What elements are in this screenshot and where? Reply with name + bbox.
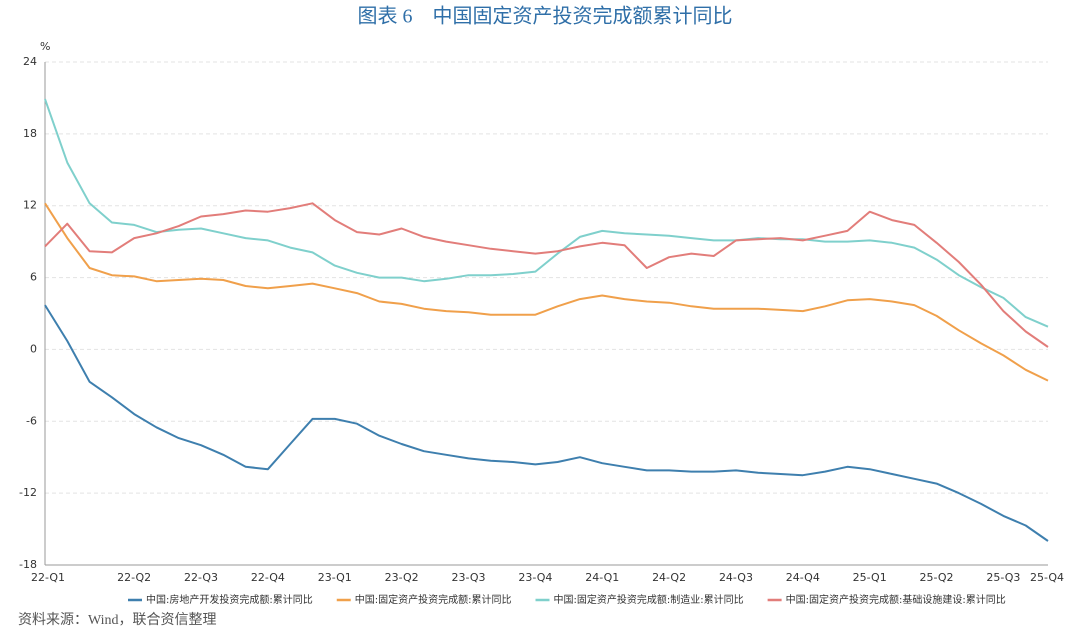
y-tick-label: -6 — [26, 414, 37, 427]
legend-label: 中国:固定资产投资完成额:制造业:累计同比 — [554, 593, 744, 606]
x-tick-label: 25-Q4 — [1030, 571, 1064, 584]
y-unit: % — [40, 40, 50, 53]
y-tick-label: 24 — [23, 55, 37, 68]
x-tick-label: 22-Q1 — [31, 571, 65, 584]
x-tick-label: 24-Q2 — [652, 571, 686, 584]
x-tick-label: 24-Q3 — [719, 571, 753, 584]
series-line — [44, 202, 1049, 382]
x-tick-label: 23-Q3 — [451, 571, 485, 584]
x-tick-label: 24-Q4 — [786, 571, 820, 584]
x-tick-label: 23-Q1 — [318, 571, 352, 584]
legend-label: 中国:固定资产投资完成额:累计同比 — [355, 593, 512, 606]
series-line — [44, 98, 1049, 328]
x-tick-label: 22-Q3 — [184, 571, 218, 584]
series-line — [44, 304, 1049, 542]
y-tick-label: -12 — [19, 486, 37, 499]
chart-title: 图表 6 中国固定资产投资完成额累计同比 — [358, 5, 733, 28]
legend-label: 中国:固定资产投资完成额:基础设施建设:累计同比 — [786, 593, 1006, 606]
x-tick-label: 23-Q2 — [385, 571, 419, 584]
x-tick-label: 22-Q2 — [117, 571, 151, 584]
x-tick-label: 24-Q1 — [585, 571, 619, 584]
series-line — [44, 202, 1049, 348]
x-tick-label: 23-Q4 — [518, 571, 552, 584]
y-tick-label: -18 — [19, 558, 37, 571]
x-tick-label: 25-Q3 — [986, 571, 1020, 584]
legend-label: 中国:房地产开发投资完成额:累计同比 — [146, 593, 313, 606]
y-tick-label: 18 — [23, 127, 37, 140]
source: 资料来源：Wind，联合资信整理 — [18, 612, 217, 628]
y-tick-label: 12 — [23, 199, 37, 212]
x-tick-label: 22-Q4 — [251, 571, 285, 584]
y-tick-label: 0 — [30, 342, 37, 355]
x-tick-label: 25-Q1 — [853, 571, 887, 584]
x-tick-label: 25-Q2 — [920, 571, 954, 584]
y-tick-label: 6 — [30, 271, 37, 284]
